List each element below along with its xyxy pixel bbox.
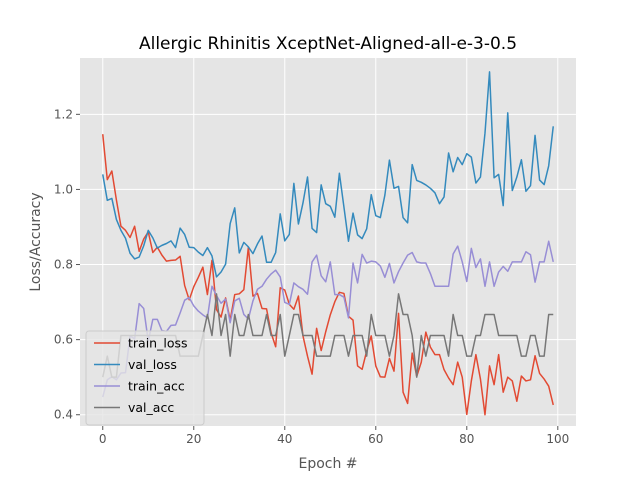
legend-label: train_loss bbox=[128, 336, 188, 351]
series-line-train-loss bbox=[102, 134, 554, 416]
x-tick-label: 100 bbox=[546, 432, 569, 446]
x-tick-label: 80 bbox=[459, 432, 474, 446]
legend-label: train_acc bbox=[128, 379, 185, 394]
x-tick-label: 60 bbox=[368, 432, 383, 446]
y-axis-label: Loss/Accuracy bbox=[28, 192, 44, 291]
x-tick-label: 20 bbox=[186, 432, 201, 446]
x-axis-label: Epoch # bbox=[298, 456, 357, 472]
y-tick-label: 1.2 bbox=[54, 107, 73, 121]
x-tick-label: 40 bbox=[277, 432, 292, 446]
y-tick-label: 0.6 bbox=[54, 333, 73, 347]
legend: train_loss val_loss train_acc val_acc bbox=[85, 330, 205, 426]
y-tick-label: 0.4 bbox=[54, 408, 73, 422]
legend-label: val_acc bbox=[128, 400, 174, 415]
y-tick-label: 0.8 bbox=[54, 258, 73, 272]
x-tick-label: 0 bbox=[99, 432, 107, 446]
series-line-train-acc bbox=[102, 240, 554, 398]
series-line-val-loss bbox=[102, 71, 554, 278]
axis-ticks: 0 20 40 60 80 100 0.4 0.6 0.8 1.0 1.2 bbox=[54, 107, 569, 446]
chart-title: Allergic Rhinitis XceptNet-Aligned-all-e… bbox=[139, 34, 517, 54]
legend-box bbox=[85, 330, 205, 426]
y-tick-label: 1.0 bbox=[54, 182, 73, 196]
legend-label: val_loss bbox=[128, 357, 177, 372]
series-lines bbox=[102, 71, 554, 416]
